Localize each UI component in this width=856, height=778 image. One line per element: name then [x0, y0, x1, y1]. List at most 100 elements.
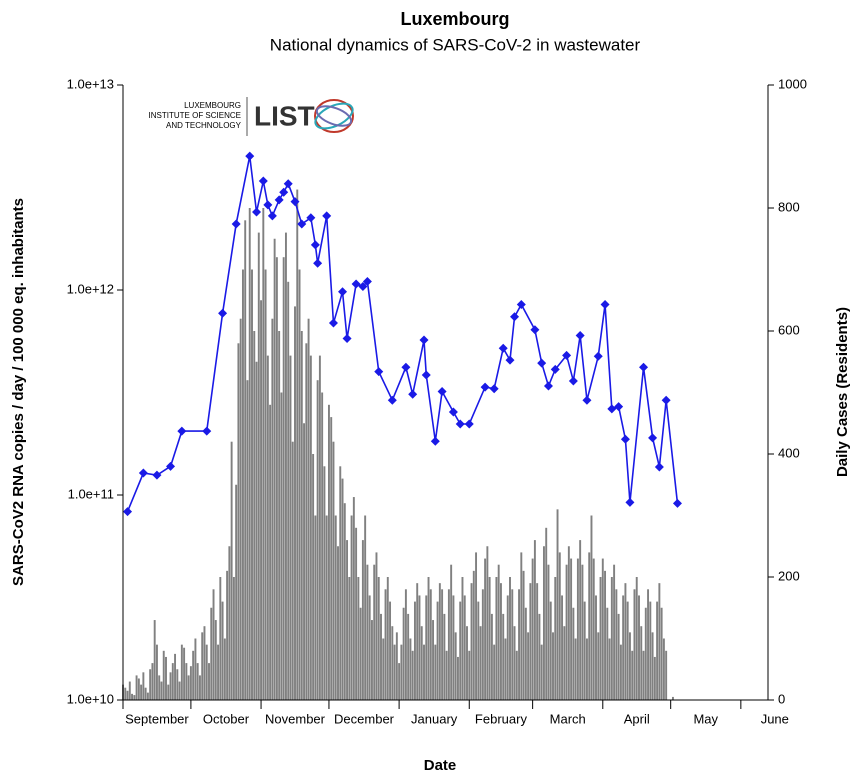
bar — [352, 497, 355, 700]
bar — [423, 644, 425, 700]
marker — [593, 351, 603, 361]
bar — [504, 638, 507, 700]
bar — [671, 696, 674, 700]
bar — [312, 454, 315, 700]
marker — [231, 219, 241, 229]
marker — [620, 434, 630, 444]
bar — [287, 281, 290, 700]
bar — [447, 589, 450, 700]
bar — [251, 269, 253, 700]
bar — [554, 577, 557, 700]
bar — [275, 257, 278, 700]
bar — [391, 626, 394, 700]
bar — [269, 404, 272, 700]
bar — [323, 466, 326, 700]
marker — [166, 461, 176, 471]
marker — [279, 187, 289, 197]
logo-text: INSTITUTE OF SCIENCE — [149, 111, 241, 120]
bar — [364, 515, 367, 700]
marker — [625, 497, 635, 507]
bar — [506, 595, 509, 700]
marker — [283, 179, 293, 189]
bar — [169, 672, 172, 700]
bar — [210, 607, 213, 700]
marker — [374, 367, 384, 377]
x-tick-label: December — [334, 711, 395, 726]
bar — [653, 656, 656, 700]
logo: LUXEMBOURG INSTITUTE OF SCIENCE AND TECH… — [149, 97, 354, 136]
bar — [662, 638, 665, 700]
bar — [321, 392, 324, 700]
bar — [477, 601, 480, 700]
bar — [665, 650, 668, 700]
marker — [562, 350, 572, 360]
y2-tick-label: 600 — [778, 322, 800, 337]
bar — [171, 663, 174, 700]
bars — [122, 189, 674, 701]
bar — [361, 540, 364, 700]
bar — [289, 355, 292, 700]
bar — [375, 552, 378, 700]
bar — [341, 478, 344, 700]
bar — [373, 564, 376, 700]
bar — [497, 564, 500, 700]
bar — [413, 601, 416, 700]
y2-tick-label: 1000 — [778, 76, 807, 91]
bar — [255, 361, 258, 700]
bar — [515, 650, 518, 700]
bar — [441, 589, 444, 700]
bar — [158, 675, 161, 700]
bar — [463, 595, 466, 700]
marker — [568, 376, 578, 386]
bar — [350, 515, 353, 700]
bar — [633, 589, 636, 700]
marker — [297, 219, 307, 229]
bar — [486, 546, 489, 700]
bar — [346, 540, 349, 700]
chart-title: Luxembourg — [400, 9, 509, 29]
bar — [366, 564, 369, 700]
bar — [232, 577, 235, 700]
bar — [133, 695, 136, 700]
bar — [443, 613, 446, 700]
bar — [626, 601, 629, 700]
bar — [187, 675, 190, 700]
x-tick-label: May — [693, 711, 718, 726]
bar — [185, 663, 188, 700]
bar — [615, 589, 618, 700]
bar — [529, 583, 532, 700]
bar — [434, 644, 437, 700]
bar — [531, 558, 534, 700]
bar — [481, 589, 484, 700]
bar — [631, 650, 634, 700]
bar — [524, 607, 527, 700]
bar — [325, 515, 328, 700]
bar — [644, 607, 647, 700]
marker — [267, 211, 277, 221]
bar — [565, 564, 568, 700]
logo-text: LUXEMBOURG — [184, 101, 241, 110]
bar — [167, 684, 170, 700]
bar — [511, 589, 514, 700]
bar — [592, 558, 595, 700]
marker — [455, 419, 465, 429]
bar — [445, 650, 448, 700]
bar — [262, 208, 265, 700]
bar — [298, 269, 301, 700]
x-tick-label: January — [411, 711, 458, 726]
bar — [370, 620, 373, 700]
marker — [138, 468, 148, 478]
bar — [638, 595, 640, 700]
bar — [456, 656, 459, 700]
bar — [660, 607, 663, 700]
bar — [595, 595, 597, 700]
bar — [597, 632, 600, 700]
bar — [484, 558, 487, 700]
bar — [588, 552, 591, 700]
bar — [194, 638, 197, 700]
bar — [389, 601, 392, 700]
bar — [545, 527, 548, 700]
bar — [226, 570, 229, 700]
marker — [342, 333, 352, 343]
bar — [318, 355, 321, 700]
